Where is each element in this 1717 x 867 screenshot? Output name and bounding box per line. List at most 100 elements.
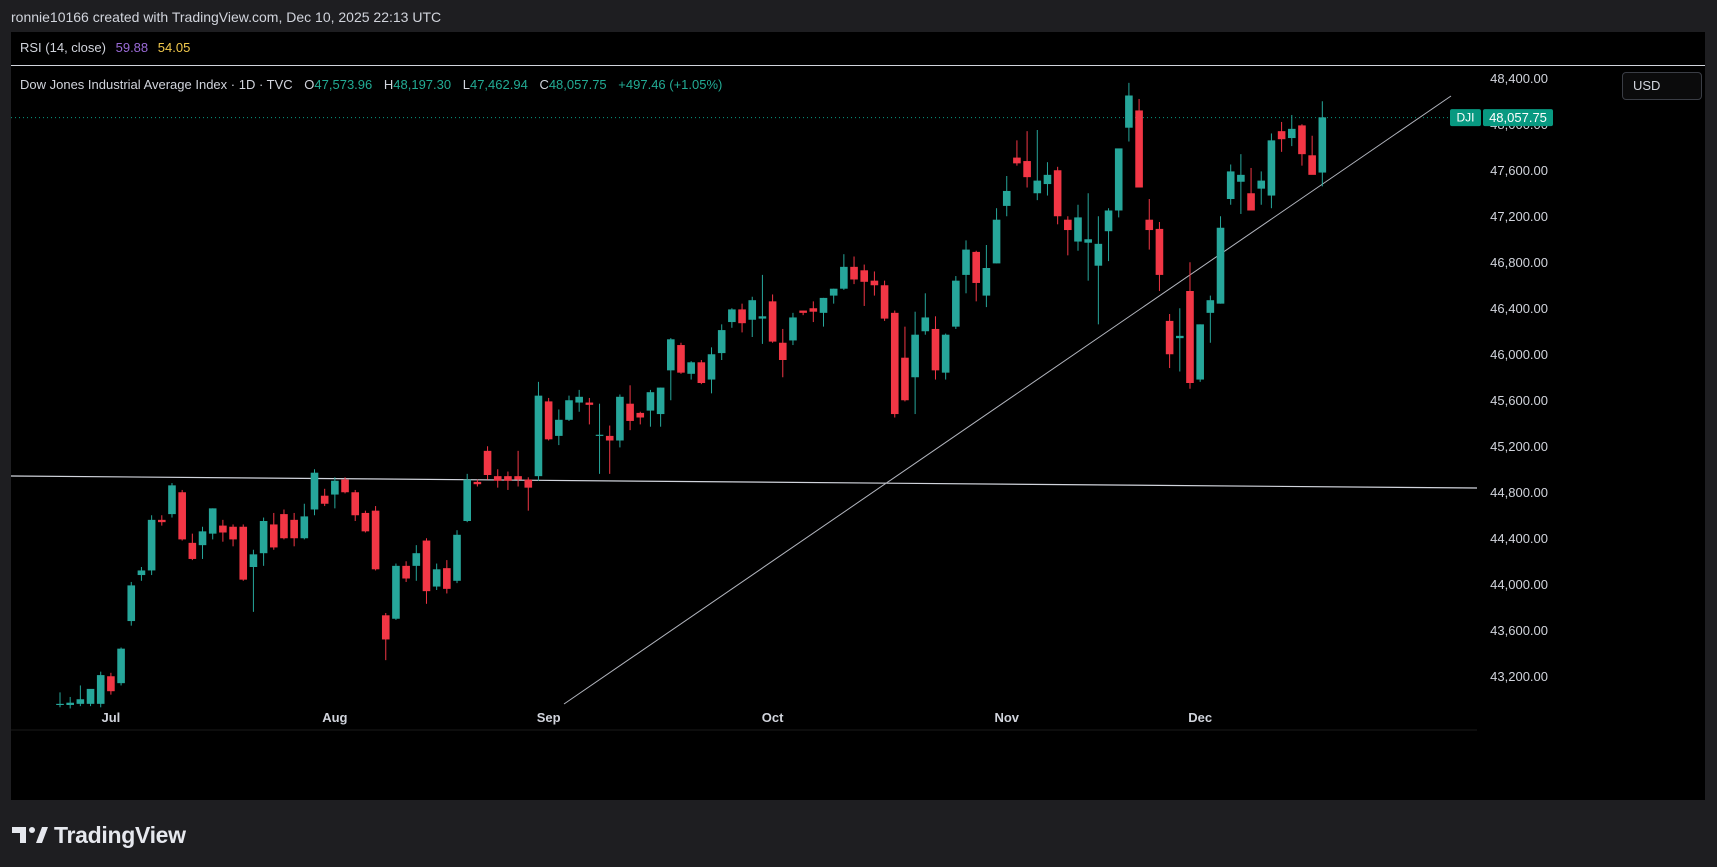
candle-body bbox=[249, 554, 258, 567]
low-label: L bbox=[462, 77, 470, 92]
candle-body bbox=[1094, 243, 1103, 266]
candle-body bbox=[1002, 190, 1011, 206]
candle-body bbox=[1145, 219, 1154, 231]
candle bbox=[697, 360, 706, 385]
candle-body bbox=[1186, 291, 1194, 383]
candlestick-chart[interactable]: 48,400.0048,000.0047,600.0047,200.0046,8… bbox=[11, 66, 1705, 800]
candle-body bbox=[1247, 193, 1255, 211]
candle-body bbox=[361, 512, 370, 532]
candle bbox=[850, 256, 858, 285]
symbol-name: Dow Jones Industrial Average Index · 1D … bbox=[20, 77, 293, 92]
high-label: H bbox=[383, 77, 394, 92]
candle-body bbox=[952, 280, 960, 327]
candle bbox=[1094, 216, 1103, 325]
price-tag-value-bg bbox=[1483, 109, 1553, 127]
candle-body bbox=[1277, 131, 1286, 140]
candle bbox=[1206, 295, 1215, 343]
candle bbox=[1013, 140, 1021, 166]
attribution-text: ronnie10166 created with TradingView.com… bbox=[11, 9, 442, 25]
candle-body bbox=[636, 412, 645, 418]
candle bbox=[728, 308, 736, 328]
candle-body bbox=[697, 362, 706, 383]
diagonal-trendline[interactable] bbox=[563, 95, 1452, 705]
candle-body bbox=[941, 334, 950, 373]
price-axis[interactable]: 48,400.0048,000.0047,600.0047,200.0046,8… bbox=[1490, 71, 1548, 684]
change-value: +497.46 (+1.05%) bbox=[618, 77, 723, 92]
rsi-value-1: 59.88 bbox=[115, 40, 149, 55]
candle-body bbox=[127, 585, 136, 622]
candle-body bbox=[331, 480, 339, 495]
candle-body bbox=[1125, 95, 1133, 128]
horizontal-trendline[interactable] bbox=[11, 475, 1478, 489]
candle bbox=[198, 526, 207, 559]
close-label: C bbox=[539, 77, 549, 92]
price-tag-value: 48,057.75 bbox=[1489, 110, 1547, 125]
open-label: O bbox=[304, 77, 315, 92]
candles-group bbox=[56, 82, 1327, 709]
candle-body bbox=[269, 524, 278, 548]
candle bbox=[147, 515, 156, 576]
candle-body bbox=[1013, 157, 1021, 164]
candle bbox=[168, 483, 176, 518]
price-axis-tick-label: 48,400.00 bbox=[1490, 71, 1548, 86]
candle-body bbox=[300, 516, 309, 539]
candle bbox=[880, 280, 889, 321]
candle bbox=[208, 508, 217, 540]
candle bbox=[952, 276, 960, 329]
price-axis-tick-label: 44,400.00 bbox=[1490, 531, 1548, 546]
candle bbox=[402, 561, 410, 582]
candle-body bbox=[259, 521, 268, 554]
candle bbox=[890, 310, 899, 418]
candle-body bbox=[565, 400, 573, 420]
candle-body bbox=[86, 688, 95, 704]
candle bbox=[1033, 130, 1042, 201]
last-price-tag: DJI 48,057.75 bbox=[1450, 109, 1553, 127]
candle-body bbox=[66, 702, 74, 705]
candle bbox=[493, 469, 502, 488]
candle-body bbox=[1114, 148, 1123, 211]
candle-body bbox=[392, 565, 400, 619]
candle bbox=[829, 288, 838, 304]
candle-body bbox=[778, 342, 787, 360]
candle bbox=[585, 397, 594, 425]
candle bbox=[1308, 135, 1316, 175]
candle bbox=[1125, 82, 1133, 142]
candle bbox=[1023, 131, 1031, 188]
candle bbox=[280, 509, 288, 540]
candle bbox=[524, 477, 533, 511]
price-chart-pane[interactable]: 48,400.0048,000.0047,600.0047,200.0046,8… bbox=[11, 66, 1705, 800]
candle bbox=[76, 685, 85, 707]
candle bbox=[381, 613, 390, 661]
candle-body bbox=[188, 542, 197, 559]
rsi-pane[interactable]: RSI (14, close) 59.88 54.05 bbox=[11, 32, 1705, 66]
candle bbox=[911, 311, 919, 415]
candle-body bbox=[351, 492, 360, 516]
close-value: 48,057.75 bbox=[548, 77, 607, 92]
time-axis[interactable]: JunJulAugSepOctNovDec bbox=[11, 710, 1213, 725]
candle-body bbox=[320, 495, 329, 504]
candle bbox=[158, 515, 166, 526]
candle-body bbox=[1226, 171, 1235, 199]
candle-body bbox=[432, 569, 441, 587]
currency-button[interactable]: USD bbox=[1622, 72, 1702, 100]
candle bbox=[269, 512, 278, 550]
candle bbox=[840, 254, 848, 290]
candle-body bbox=[717, 330, 726, 354]
tradingview-logo[interactable]: TradingView bbox=[12, 820, 186, 850]
candle-body bbox=[402, 565, 410, 579]
candle bbox=[870, 271, 879, 296]
candle bbox=[1318, 101, 1327, 187]
rsi-legend: RSI (14, close) 59.88 54.05 bbox=[20, 40, 190, 55]
time-axis-tick-label: Nov bbox=[994, 710, 1019, 725]
candle bbox=[127, 581, 136, 626]
price-axis-tick-label: 46,000.00 bbox=[1490, 347, 1548, 362]
candle-body bbox=[667, 339, 675, 371]
candle-body bbox=[890, 312, 899, 415]
candle bbox=[392, 563, 400, 620]
candle bbox=[290, 512, 298, 547]
candle-body bbox=[443, 568, 451, 589]
candle bbox=[259, 517, 268, 566]
candle-body bbox=[768, 301, 777, 342]
candle-body bbox=[1135, 110, 1143, 188]
price-axis-tick-label: 47,600.00 bbox=[1490, 163, 1548, 178]
